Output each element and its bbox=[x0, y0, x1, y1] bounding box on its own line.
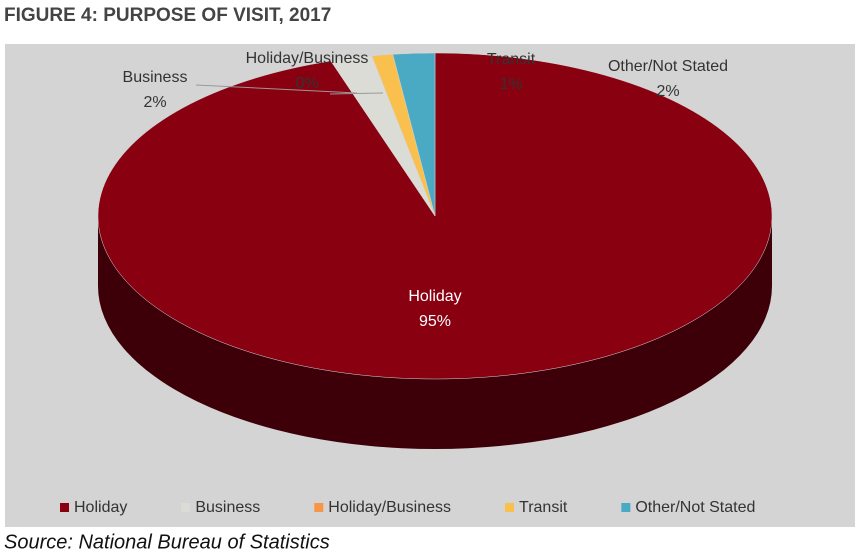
slice-value-label: 1% bbox=[499, 76, 522, 93]
leader-line bbox=[195, 84, 358, 94]
slice-value-label: 95% bbox=[419, 313, 451, 330]
legend-swatch bbox=[60, 503, 69, 512]
legend-label: Business bbox=[195, 499, 260, 516]
slice-side bbox=[98, 216, 772, 449]
slice-label: Other/Not Stated bbox=[608, 58, 728, 75]
legend-swatch bbox=[505, 503, 515, 512]
slice-value-label: 2% bbox=[143, 94, 166, 111]
legend-label: Holiday/Business bbox=[328, 499, 451, 516]
slice-value-label: 0% bbox=[295, 75, 318, 92]
legend-swatch bbox=[314, 503, 324, 512]
leader-line bbox=[329, 92, 384, 95]
chart-title: FIGURE 4: PURPOSE OF VISIT, 2017 bbox=[4, 5, 331, 26]
slice-label: Business bbox=[123, 69, 188, 86]
legend-label: Transit bbox=[519, 499, 568, 516]
slice-label: Holiday/Business bbox=[246, 50, 369, 67]
source-note: Source: National Bureau of Statistics bbox=[4, 531, 330, 553]
slice bbox=[97, 52, 773, 380]
legend-label: Holiday bbox=[74, 499, 127, 516]
legend-swatch bbox=[181, 503, 191, 512]
legend-label: Other/Not Stated bbox=[635, 499, 755, 516]
legend-swatch bbox=[621, 503, 631, 512]
slice bbox=[392, 52, 436, 217]
slice-value-label: 2% bbox=[656, 83, 679, 100]
slice-label: Transit bbox=[487, 51, 536, 68]
slice-label: Holiday bbox=[408, 288, 461, 305]
